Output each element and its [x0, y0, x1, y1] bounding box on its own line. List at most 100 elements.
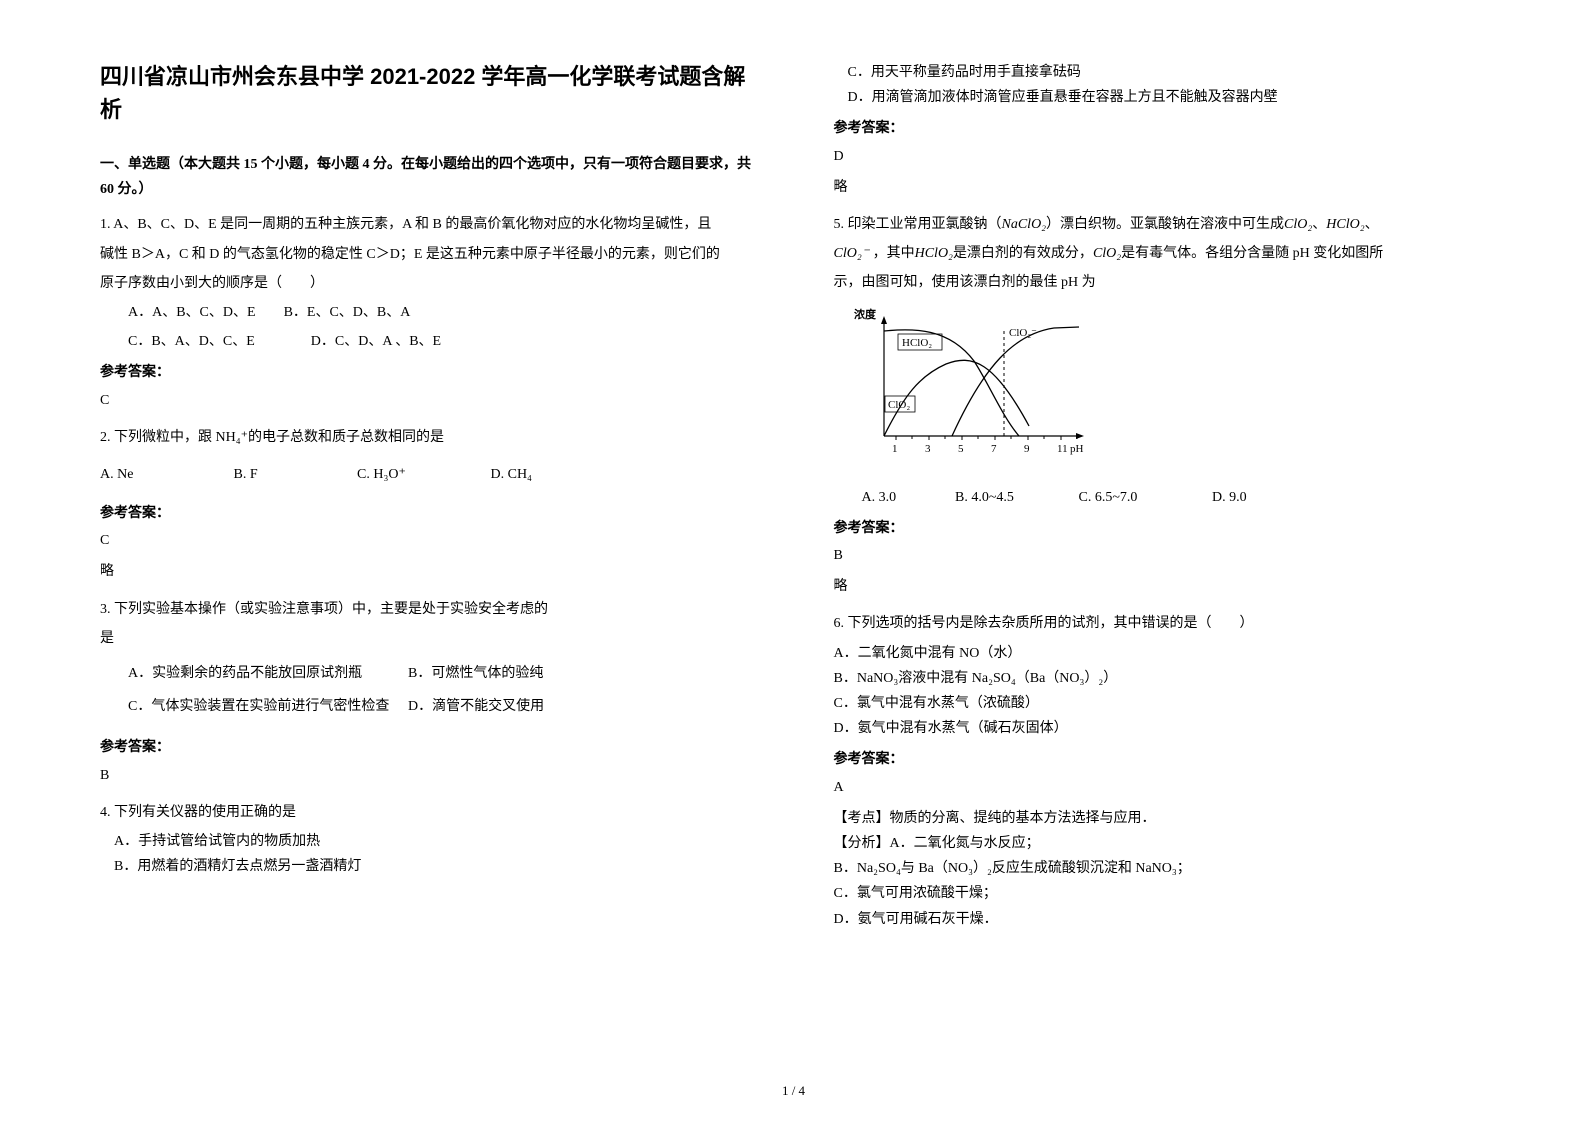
- svg-text:3: 3: [925, 443, 931, 455]
- q1-text1: A、B、C、D、E 是同一周期的五种主族元素，A 和 B 的最高价氧化物对应的水…: [113, 217, 711, 232]
- doc-title: 四川省凉山市州会东县中学 2021-2022 学年高一化学联考试题含解析: [100, 60, 754, 126]
- q1-num: 1.: [100, 217, 111, 232]
- q4-stem: 4. 下列有关仪器的使用正确的是: [100, 800, 754, 825]
- q5-num: 5.: [834, 217, 845, 232]
- q1-opts-row1: A．A、B、C、D、E B．E、C、D、B、A: [100, 300, 754, 325]
- q3-optA: A．实验剩余的药品不能放回原试剂瓶: [128, 661, 408, 686]
- q2-ans-label: 参考答案：: [100, 501, 754, 526]
- q1-optA: A．A、B、C、D、E: [128, 305, 256, 320]
- q6-optB: B．NaNO₃溶液中混有 Na₂SO₄（Ba（NO₃）₂）: [834, 666, 1488, 691]
- q5-stem-l1: 5. 印染工业常用亚氯酸钠（NaClO₂）漂白织物。亚氯酸钠在溶液中可生成ClO…: [834, 212, 1488, 237]
- q4-text: 下列有关仪器的使用正确的是: [114, 805, 296, 820]
- q2-optD: D. CH₄: [491, 462, 532, 487]
- page-number: 1 / 4: [782, 1079, 805, 1102]
- q4-ans: D: [834, 144, 1488, 169]
- q3-stem2: 是: [100, 626, 754, 651]
- q5-s1d: 、: [1365, 217, 1379, 232]
- q6-optC: C．氯气中混有水蒸气（浓硫酸）: [834, 691, 1488, 716]
- svg-text:5: 5: [958, 443, 964, 455]
- question-5: 5. 印染工业常用亚氯酸钠（NaClO₂）漂白织物。亚氯酸钠在溶液中可生成ClO…: [834, 212, 1488, 606]
- q2-optB: B. F: [234, 462, 354, 487]
- svg-text:HClO₂: HClO₂: [902, 337, 932, 349]
- q4-optB: B．用燃着的酒精灯去点燃另一盏酒精灯: [100, 854, 754, 879]
- q5-ans-label: 参考答案：: [834, 516, 1488, 541]
- q5-stem-l2: ClO₂⁻ ，其中HClO₂是漂白剂的有效成分，ClO₂是有毒气体。各组分含量随…: [834, 241, 1488, 266]
- q4-note: 略: [834, 175, 1488, 200]
- q5-f3: HClO₂: [1326, 217, 1364, 232]
- q3-optB: B．可燃性气体的验纯: [408, 666, 543, 681]
- q6-expl-kd: 【考点】物质的分离、提纯的基本方法选择与应用．: [834, 806, 1488, 831]
- svg-text:7: 7: [991, 443, 997, 455]
- q5-s2c: 是有毒气体。各组分含量随 pH 变化如图所: [1121, 246, 1383, 261]
- q3-text1: 下列实验基本操作（或实验注意事项）中，主要是处于实验安全考虑的: [114, 602, 548, 617]
- q5-optD: D. 9.0: [1212, 485, 1247, 510]
- svg-text:浓度: 浓度: [854, 307, 877, 321]
- q5-f2: ClO₂: [1284, 217, 1312, 232]
- q5-s2a: ，其中: [869, 246, 915, 261]
- q1-stem-l1: 1. A、B、C、D、E 是同一周期的五种主族元素，A 和 B 的最高价氧化物对…: [100, 212, 754, 237]
- svg-text:ClO₂: ClO₂: [888, 399, 910, 411]
- q5-f6: ClO₂: [1093, 246, 1121, 261]
- section-head: 一、单选题（本大题共 15 个小题，每小题 4 分。在每小题给出的四个选项中，只…: [100, 152, 754, 202]
- svg-text:11: 11: [1057, 443, 1068, 455]
- q5-optC: C. 6.5~7.0: [1079, 485, 1209, 510]
- q4-ans-label: 参考答案：: [834, 116, 1488, 141]
- q6-expl-c: C．氯气可用浓硫酸干燥；: [834, 881, 1488, 906]
- q1-stem-l3: 原子序数由小到大的顺序是（ ）: [100, 271, 754, 296]
- q4-num: 4.: [100, 805, 111, 820]
- q5-f1: NaClO₂: [1002, 217, 1047, 232]
- svg-text:ClO₂⁻: ClO₂⁻: [1009, 327, 1037, 339]
- q5-chart: 浓度 1 3 5 7 9 11pH HClO₂ ClO₂⁻ ClO₂: [854, 306, 1488, 475]
- q2-num: 2.: [100, 430, 111, 445]
- q3-optD: D．滴管不能交叉使用: [408, 699, 544, 714]
- q3-opts-row2: C．气体实验装置在实验前进行气密性检查D．滴管不能交叉使用: [100, 694, 754, 719]
- q3-ans-label: 参考答案：: [100, 735, 754, 760]
- q5-s1a: 印染工业常用亚氯酸钠（: [848, 217, 1002, 232]
- q1-stem-l2: 碱性 B＞A，C 和 D 的气态氢化物的稳定性 C＞D；E 是这五种元素中原子半…: [100, 242, 754, 267]
- q6-stem: 6. 下列选项的括号内是除去杂质所用的试剂，其中错误的是（ ）: [834, 611, 1488, 636]
- q3-ans: B: [100, 763, 754, 788]
- question-6: 6. 下列选项的括号内是除去杂质所用的试剂，其中错误的是（ ） A．二氧化氮中混…: [834, 611, 1488, 931]
- q2-optC: C. H₃O⁺: [357, 462, 487, 487]
- svg-text:9: 9: [1024, 443, 1030, 455]
- svg-text:1: 1: [892, 443, 898, 455]
- q2-stem: 2. 下列微粒中，跟 NH₄⁺的电子总数和质子总数相同的是: [100, 425, 754, 450]
- q5-note: 略: [834, 574, 1488, 599]
- q6-num: 6.: [834, 616, 845, 631]
- q5-f4: ClO₂⁻: [834, 246, 870, 261]
- q5-s1b: ）漂白织物。亚氯酸钠在溶液中可生成: [1046, 217, 1284, 232]
- q2-optA: A. Ne: [100, 462, 230, 487]
- q6-text: 下列选项的括号内是除去杂质所用的试剂，其中错误的是（ ）: [848, 616, 1254, 631]
- q1-optC: C．B、A、D、C、E: [128, 334, 255, 349]
- q6-ans-label: 参考答案：: [834, 747, 1488, 772]
- q4-optA: A．手持试管给试管内的物质加热: [100, 829, 754, 854]
- q6-ans: A: [834, 775, 1488, 800]
- question-1: 1. A、B、C、D、E 是同一周期的五种主族元素，A 和 B 的最高价氧化物对…: [100, 212, 754, 418]
- question-4-cont: C．用天平称量药品时用手直接拿砝码 D．用滴管滴加液体时滴管应垂直悬垂在容器上方…: [834, 60, 1488, 206]
- q2-text: 下列微粒中，跟 NH₄⁺的电子总数和质子总数相同的是: [114, 430, 444, 445]
- concentration-ph-chart: 浓度 1 3 5 7 9 11pH HClO₂ ClO₂⁻ ClO₂: [854, 306, 1094, 466]
- q4-optC: C．用天平称量药品时用手直接拿砝码: [834, 60, 1488, 85]
- q5-optA: A. 3.0: [862, 485, 952, 510]
- q1-ans-label: 参考答案：: [100, 360, 754, 385]
- q1-optB: B．E、C、D、B、A: [284, 305, 411, 320]
- q1-opts-row2: C．B、A、D、C、E D．C、D、A 、B、E: [100, 329, 754, 354]
- question-2: 2. 下列微粒中，跟 NH₄⁺的电子总数和质子总数相同的是 A. Ne B. F…: [100, 425, 754, 591]
- q5-f5: HClO₂: [915, 246, 953, 261]
- q6-optA: A．二氧化氮中混有 NO（水）: [834, 641, 1488, 666]
- q5-opts: A. 3.0 B. 4.0~4.5 C. 6.5~7.0 D. 9.0: [834, 485, 1488, 510]
- q1-ans: C: [100, 388, 754, 413]
- q2-note: 略: [100, 559, 754, 584]
- q2-ans: C: [100, 528, 754, 553]
- q2-opts: A. Ne B. F C. H₃O⁺ D. CH₄: [100, 462, 754, 487]
- svg-text:pH: pH: [1070, 443, 1084, 455]
- q6-expl-fx: 【分析】A．二氧化氮与水反应；: [834, 831, 1488, 856]
- q3-opts-row1: A．实验剩余的药品不能放回原试剂瓶B．可燃性气体的验纯: [100, 661, 754, 686]
- left-column: 四川省凉山市州会东县中学 2021-2022 学年高一化学联考试题含解析 一、单…: [100, 60, 754, 1082]
- q1-optD: D．C、D、A 、B、E: [311, 334, 441, 349]
- q6-expl-d: D．氨气可用碱石灰干燥．: [834, 907, 1488, 932]
- question-3: 3. 下列实验基本操作（或实验注意事项）中，主要是处于实验安全考虑的 是 A．实…: [100, 597, 754, 794]
- question-4: 4. 下列有关仪器的使用正确的是 A．手持试管给试管内的物质加热 B．用燃着的酒…: [100, 800, 754, 880]
- q5-s2b: 是漂白剂的有效成分，: [953, 246, 1093, 261]
- q6-expl-b: B．Na₂SO₄与 Ba（NO₃）₂反应生成硫酸钡沉淀和 NaNO₃；: [834, 856, 1488, 881]
